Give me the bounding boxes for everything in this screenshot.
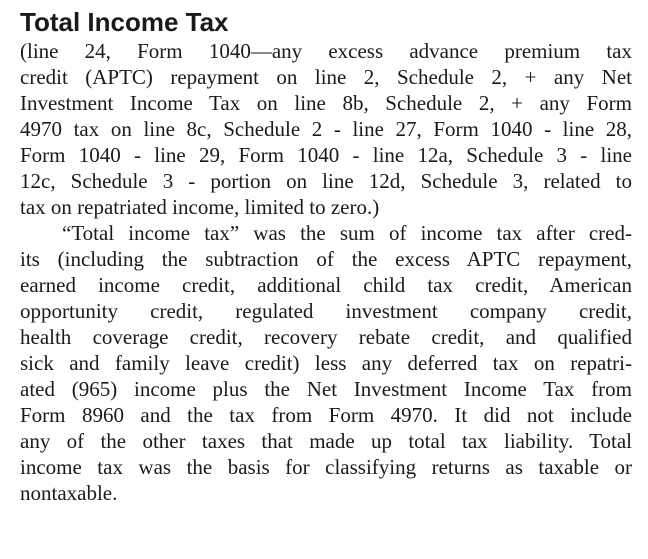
- definition-line: tax on repatriated income, limited to ze…: [20, 195, 380, 219]
- definition-line: Form 1040 - line 29, Form 1040 - line 12…: [20, 143, 632, 167]
- document-page: Total Income Tax (line 24, Form 1040—any…: [20, 6, 632, 506]
- definition-line: 12c, Schedule 3 - portion on line 12d, S…: [20, 169, 632, 193]
- definition-line: Investment Income Tax on line 8b, Schedu…: [20, 91, 632, 115]
- body-line: “Total income tax” was the sum of income…: [62, 221, 632, 245]
- definition-line: credit (APTC) repayment on line 2, Sched…: [20, 65, 632, 89]
- definition-paragraph: (line 24, Form 1040—any excess advance p…: [20, 38, 632, 220]
- body-line: sick and family leave credit) less any d…: [20, 351, 632, 375]
- section-heading: Total Income Tax: [20, 7, 229, 37]
- body-line: Form 8960 and the tax from Form 4970. It…: [20, 403, 632, 427]
- definition-line: (line 24, Form 1040—any excess advance p…: [20, 39, 632, 63]
- definition-line: 4970 tax on line 8c, Schedule 2 - line 2…: [20, 117, 632, 141]
- body-line: opportunity credit, regulated investment…: [20, 299, 632, 323]
- body-line: any of the other taxes that made up tota…: [20, 429, 632, 453]
- body-line: income tax was the basis for classifying…: [20, 455, 632, 479]
- body-line: its (including the subtraction of the ex…: [20, 247, 632, 271]
- body-line: ated (965) income plus the Net Investmen…: [20, 377, 632, 401]
- body-paragraph: “Total income tax” was the sum of income…: [20, 220, 632, 506]
- body-line: health coverage credit, recovery rebate …: [20, 325, 632, 349]
- body-line: nontaxable.: [20, 481, 118, 505]
- body-line: earned income credit, additional child t…: [20, 273, 632, 297]
